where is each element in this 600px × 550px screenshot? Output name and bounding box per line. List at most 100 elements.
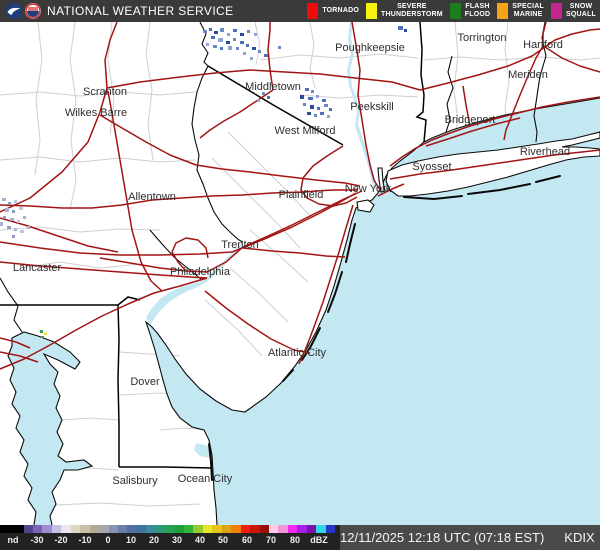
- highway: [377, 183, 405, 197]
- radar-echo: [40, 330, 43, 333]
- radar-echo: [41, 336, 44, 338]
- agency-logos: [6, 3, 41, 19]
- city-label: Syosset: [412, 161, 451, 173]
- flash-flood-label: FLASH FLOOD: [464, 2, 491, 18]
- radar-map-canvas[interactable]: Poughkeepsie Torrington Hartford Middletown…: [0, 22, 600, 525]
- highway: [0, 261, 208, 279]
- scale-tick-label: -10: [78, 535, 92, 545]
- scale-color-segment: [165, 525, 175, 533]
- highway: [503, 22, 547, 141]
- city-label: Plainfield: [279, 189, 324, 201]
- legend-item-special-marine: SPECIAL MARINE: [497, 3, 544, 19]
- legend-item-snow-squall: SNOW SQUALL: [551, 3, 596, 19]
- city-label: Riverhead: [520, 146, 570, 158]
- county-line: [259, 53, 419, 61]
- state-boundary: [415, 22, 427, 143]
- noaa-logo-icon: [6, 3, 22, 19]
- radar-map[interactable]: Poughkeepsie Torrington Hartford Middletown…: [0, 22, 600, 525]
- highway: [425, 117, 521, 147]
- highway: [0, 351, 39, 363]
- scale-color-segment: [325, 525, 336, 533]
- snow-squall-label: SNOW SQUALL: [566, 2, 596, 18]
- county-line: [309, 22, 316, 89]
- highway: [107, 90, 163, 292]
- radar-echo: [209, 28, 212, 31]
- scale-color-segment: [297, 525, 307, 533]
- county-line: [423, 56, 600, 61]
- radar-echo: [12, 210, 15, 213]
- scale-tick-label: 70: [265, 535, 277, 545]
- radar-echo: [267, 96, 270, 99]
- state-boundary: [117, 304, 120, 467]
- radar-echo: [233, 29, 237, 32]
- county-line: [229, 267, 289, 323]
- city-label: Ocean City: [178, 473, 233, 485]
- county-line: [254, 22, 261, 66]
- scale-color-segment: [155, 525, 166, 533]
- scale-color-segment: [99, 525, 109, 533]
- scale-tick-label: 60: [241, 535, 253, 545]
- scale-color-segment: [316, 525, 326, 533]
- highway: [204, 290, 311, 354]
- river: [0, 277, 23, 333]
- highway: [106, 69, 421, 91]
- scale-color-segment: [136, 525, 147, 533]
- scale-color-segment: [174, 525, 185, 533]
- radar-echo: [27, 226, 30, 229]
- county-line: [69, 22, 77, 211]
- highway: [0, 337, 31, 349]
- station-id: KDIX: [564, 530, 595, 545]
- radar-echo: [252, 47, 256, 50]
- radar-echo: [14, 200, 17, 203]
- highway: [0, 241, 233, 256]
- radar-echo: [7, 226, 11, 229]
- radar-echo: [308, 97, 313, 100]
- scale-tick-label: nd: [7, 535, 19, 545]
- legend-item-flash-flood: FLASH FLOOD: [449, 2, 491, 19]
- legend-item-tornado: TORNADO: [307, 3, 359, 19]
- radar-echo: [404, 29, 407, 32]
- highway: [389, 149, 600, 180]
- coastline: [144, 97, 600, 525]
- radar-echo: [317, 107, 320, 110]
- scale-color-segment: [80, 525, 90, 533]
- scale-color-segment: [61, 525, 71, 533]
- radar-echo: [262, 92, 265, 95]
- radar-echo: [300, 95, 304, 99]
- river: [445, 55, 454, 133]
- scale-color-segment: [278, 525, 288, 533]
- city-label: Lancaster: [13, 262, 62, 274]
- radar-echo: [220, 47, 223, 50]
- radar-echo: [12, 235, 15, 238]
- radar-echo: [20, 230, 24, 233]
- scale-color-segment: [231, 525, 241, 533]
- flash-flood-swatch: [449, 3, 461, 19]
- barrier-island: [282, 369, 294, 382]
- scale-color-segment: [51, 525, 62, 533]
- reflectivity-scale-labels: nd -30 -20 -10 0 10 20 30 40 50 60 70 80 dBZ: [0, 533, 340, 550]
- city-label: Wilkes Barre: [65, 107, 127, 119]
- radar-echo: [314, 114, 317, 117]
- highway: [171, 237, 209, 272]
- city-label: Hartford: [523, 39, 563, 51]
- county-line: [204, 299, 263, 357]
- state-boundary: [119, 466, 213, 469]
- severe-thunderstorm-swatch: [365, 3, 377, 19]
- radar-echo: [254, 33, 257, 36]
- radar-echo: [329, 108, 332, 111]
- county-line: [0, 91, 197, 97]
- scale-color-segment: [306, 525, 317, 533]
- scale-color-segment: [259, 525, 269, 533]
- radar-echo: [19, 207, 23, 210]
- reflectivity-scale: nd -30 -20 -10 0 10 20 30 40 50 60 70 80 dBZ: [0, 525, 340, 550]
- radar-echo: [307, 112, 311, 115]
- barrier-island: [208, 443, 213, 481]
- scale-color-segment: [193, 525, 203, 533]
- scale-color-segment: [23, 525, 34, 533]
- barrier-island: [535, 175, 561, 183]
- highway: [0, 22, 118, 213]
- radar-echo: [324, 104, 328, 107]
- radar-echo: [250, 57, 253, 60]
- scale-color-segment: [250, 525, 260, 533]
- radar-echo: [211, 36, 215, 39]
